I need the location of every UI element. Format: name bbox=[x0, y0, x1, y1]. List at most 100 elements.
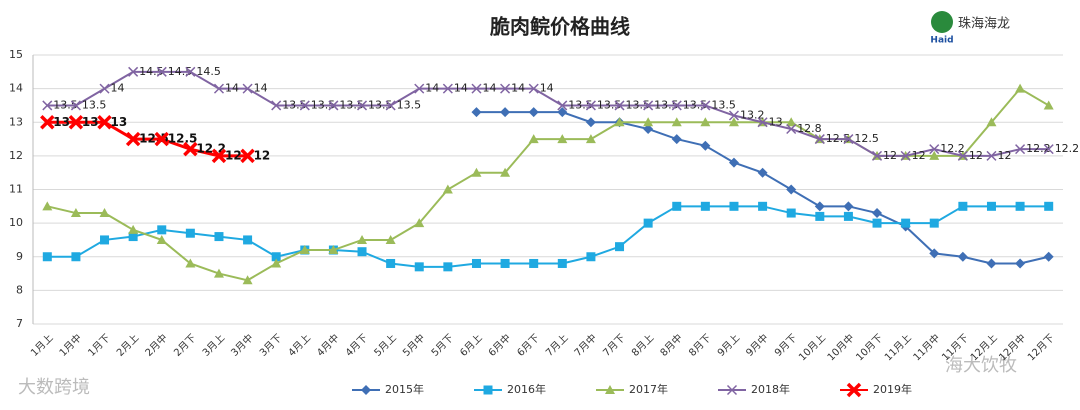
marker bbox=[814, 201, 825, 212]
marker bbox=[1044, 201, 1054, 211]
marker bbox=[585, 100, 596, 111]
marker bbox=[42, 252, 52, 262]
marker bbox=[958, 201, 968, 211]
marker bbox=[586, 252, 596, 262]
marker bbox=[729, 201, 739, 211]
marker bbox=[615, 242, 625, 252]
marker bbox=[843, 201, 854, 212]
marker bbox=[42, 100, 53, 111]
marker bbox=[242, 83, 253, 94]
marker bbox=[500, 107, 511, 118]
marker bbox=[986, 258, 997, 269]
marker bbox=[156, 66, 167, 77]
marker bbox=[442, 83, 453, 94]
marker bbox=[671, 117, 682, 127]
marker bbox=[957, 150, 968, 161]
marker bbox=[872, 218, 882, 228]
marker bbox=[957, 251, 968, 262]
marker bbox=[814, 134, 825, 145]
marker bbox=[1015, 83, 1026, 93]
data-label: 13.5 bbox=[654, 98, 679, 111]
marker bbox=[356, 100, 368, 111]
data-label: 13.5 bbox=[368, 98, 393, 111]
marker bbox=[726, 384, 738, 396]
marker bbox=[786, 184, 797, 195]
series-line bbox=[47, 70, 1049, 157]
data-label: 14 bbox=[254, 82, 268, 95]
data-label: 13 bbox=[53, 115, 70, 129]
marker bbox=[157, 225, 167, 235]
marker bbox=[643, 100, 654, 111]
marker bbox=[414, 218, 425, 228]
data-label: 13.5 bbox=[282, 98, 307, 111]
marker bbox=[528, 83, 539, 94]
marker bbox=[240, 148, 255, 164]
data-label: 13.5 bbox=[597, 98, 622, 111]
marker bbox=[1043, 144, 1054, 155]
logo-sub: Haid bbox=[930, 36, 953, 46]
series-line bbox=[47, 120, 248, 158]
y-tick-label: 15 bbox=[9, 48, 23, 61]
data-label: 12.5 bbox=[854, 132, 879, 145]
y-tick-label: 9 bbox=[16, 250, 23, 263]
marker bbox=[1015, 144, 1026, 155]
data-label: 12.8 bbox=[797, 122, 822, 135]
marker bbox=[614, 117, 625, 127]
data-label: 14 bbox=[225, 82, 239, 95]
data-label: 13.5 bbox=[397, 98, 422, 111]
y-tick-label: 8 bbox=[16, 283, 23, 296]
marker bbox=[213, 268, 224, 278]
marker bbox=[643, 117, 654, 127]
data-label: 13.5 bbox=[568, 98, 593, 111]
marker bbox=[557, 258, 567, 268]
data-label: 12.2 bbox=[1026, 142, 1051, 155]
marker bbox=[728, 157, 739, 168]
marker bbox=[40, 115, 55, 130]
marker bbox=[700, 100, 711, 111]
logo-text: 珠海海龙 bbox=[958, 17, 1010, 32]
marker bbox=[786, 117, 797, 127]
legend-label: 2019年 bbox=[873, 382, 912, 396]
marker bbox=[786, 208, 796, 218]
marker bbox=[500, 83, 511, 94]
marker bbox=[357, 234, 368, 244]
marker bbox=[1043, 100, 1054, 110]
marker bbox=[385, 234, 396, 244]
marker bbox=[700, 117, 711, 127]
marker bbox=[900, 150, 911, 161]
marker bbox=[758, 201, 768, 211]
watermark: 大数跨境 bbox=[18, 377, 90, 398]
marker bbox=[128, 224, 139, 234]
marker bbox=[901, 218, 911, 228]
marker bbox=[128, 66, 139, 77]
data-label: 12.5 bbox=[139, 132, 169, 146]
marker bbox=[1015, 201, 1025, 211]
marker bbox=[185, 66, 196, 77]
marker bbox=[128, 232, 138, 242]
marker bbox=[557, 100, 568, 111]
data-label: 13.5 bbox=[82, 98, 107, 111]
series-line bbox=[47, 205, 1049, 268]
y-tick-label: 7 bbox=[16, 317, 23, 330]
marker bbox=[471, 167, 482, 177]
data-label: 14.5 bbox=[196, 65, 221, 78]
marker bbox=[872, 208, 883, 219]
marker bbox=[71, 252, 81, 262]
y-tick-label: 10 bbox=[9, 216, 23, 229]
marker bbox=[929, 248, 940, 259]
marker bbox=[70, 208, 81, 218]
data-label: 12.5 bbox=[168, 132, 198, 146]
data-label: 13.5 bbox=[53, 98, 78, 111]
marker bbox=[500, 258, 510, 268]
data-label: 13.5 bbox=[683, 98, 708, 111]
watermark: 海大饮牧 bbox=[945, 355, 1017, 376]
marker bbox=[786, 123, 797, 135]
marker bbox=[528, 134, 539, 144]
marker bbox=[328, 100, 339, 111]
marker bbox=[528, 107, 539, 118]
marker bbox=[643, 123, 654, 134]
marker bbox=[271, 100, 282, 111]
chart-title: 脆肉鲩价格曲线 bbox=[490, 15, 630, 39]
marker bbox=[183, 141, 198, 157]
marker bbox=[846, 382, 862, 398]
